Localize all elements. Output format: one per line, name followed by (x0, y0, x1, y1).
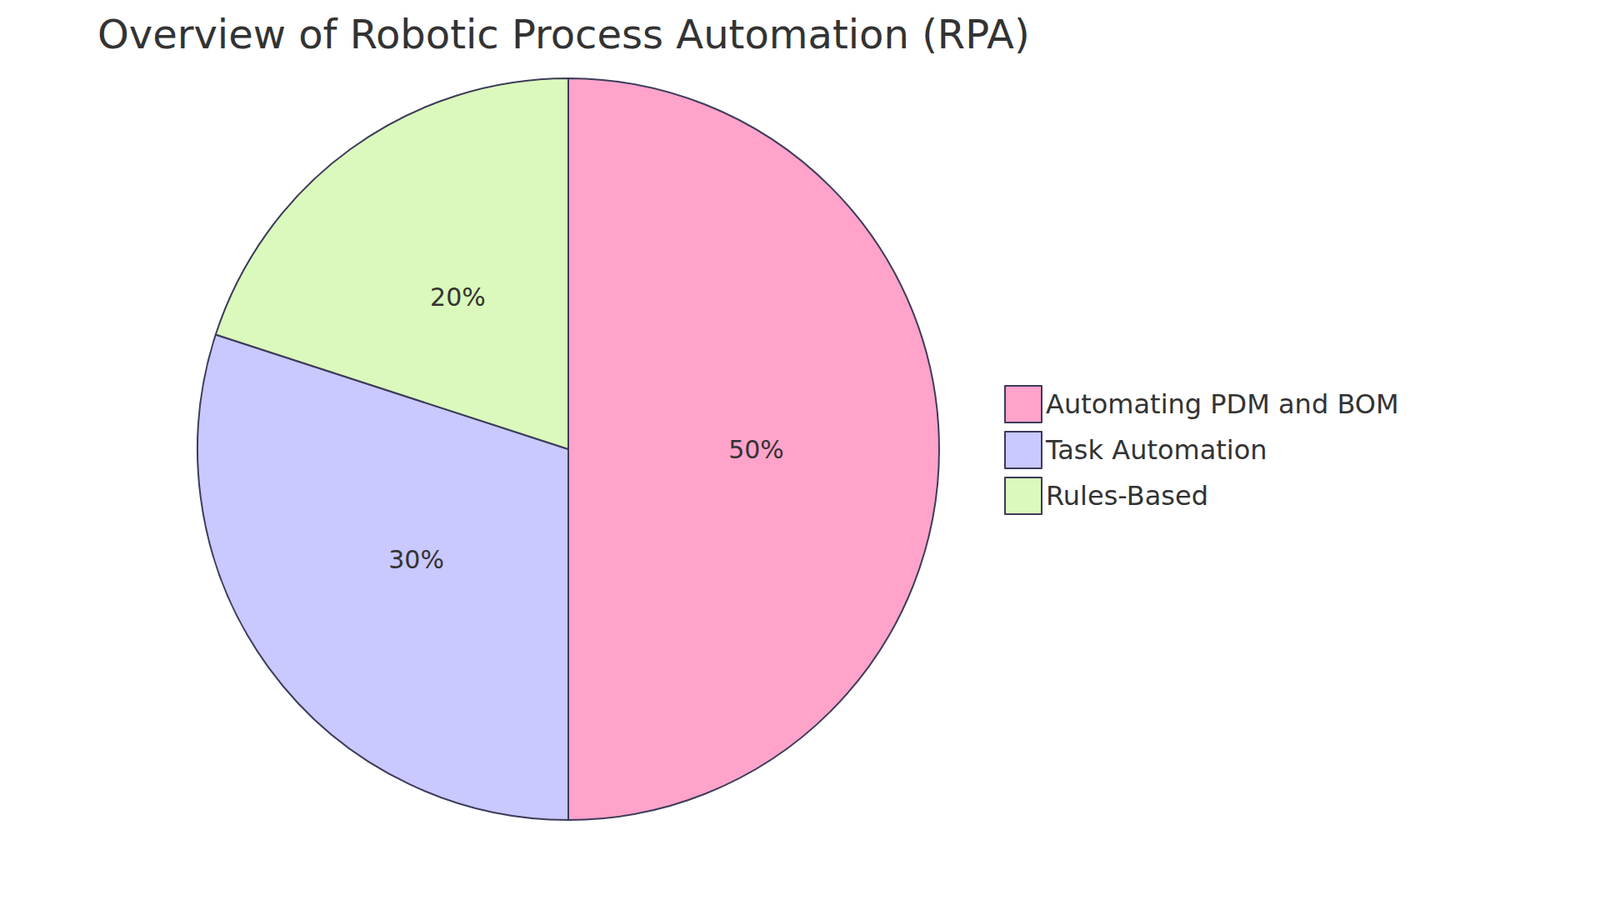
svg-text:Rules-Based: Rules-Based (1045, 480, 1209, 512)
svg-text:Overview of Robotic Process Au: Overview of Robotic Process Automation (… (97, 10, 1030, 58)
svg-text:20%: 20% (430, 282, 486, 312)
svg-text:Task Automation: Task Automation (1045, 434, 1268, 466)
svg-text:30%: 30% (388, 545, 445, 575)
svg-text:Automating PDM and BOM: Automating PDM and BOM (1045, 388, 1400, 420)
svg-text:50%: 50% (728, 435, 785, 465)
